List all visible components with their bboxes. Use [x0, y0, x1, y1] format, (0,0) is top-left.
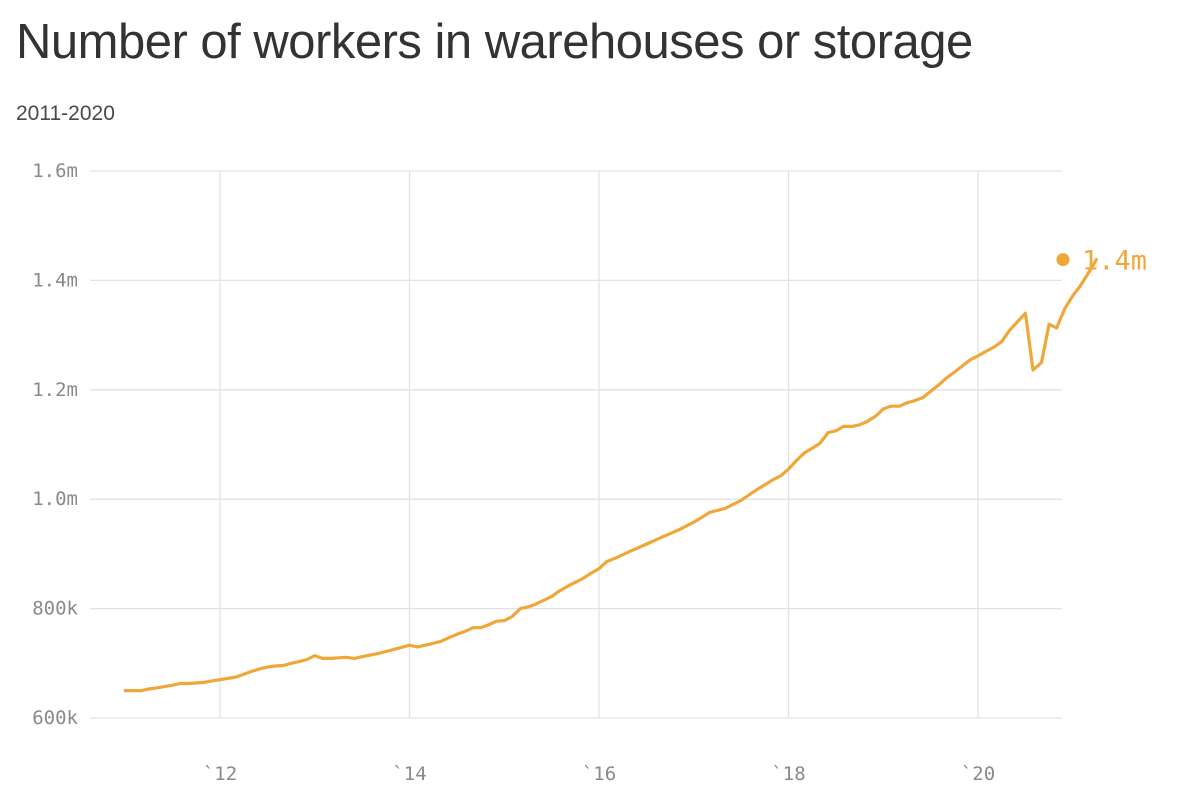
line-layer	[123, 253, 1098, 693]
y-tick-label: 1.0m	[32, 488, 78, 510]
y-tick-label: 1.4m	[32, 269, 78, 291]
x-tick-label: `14	[392, 763, 426, 785]
y-tick-label: 600k	[32, 707, 78, 729]
series-line	[123, 258, 1098, 693]
x-tick-label: `18	[771, 763, 805, 785]
chart-subtitle: 2011-2020	[16, 102, 115, 125]
label-layer: 600k 800k 1.0m 1.2m 1.4m 1.6m `12 `14 `16 `18 `20 1…	[32, 160, 1147, 785]
y-tick-label: 800k	[32, 598, 78, 620]
x-tick-label: `12	[203, 763, 237, 785]
endpoint-value-label: 1.4m	[1082, 246, 1147, 277]
grid-layer	[90, 170, 1062, 719]
x-tick-label: `16	[582, 763, 616, 785]
chart-title: Number of workers in warehouses or stora…	[16, 15, 973, 69]
y-tick-label: 1.2m	[32, 379, 78, 401]
endpoint-marker	[1056, 253, 1070, 267]
y-tick-label: 1.6m	[32, 160, 78, 182]
x-tick-label: `20	[961, 763, 995, 785]
